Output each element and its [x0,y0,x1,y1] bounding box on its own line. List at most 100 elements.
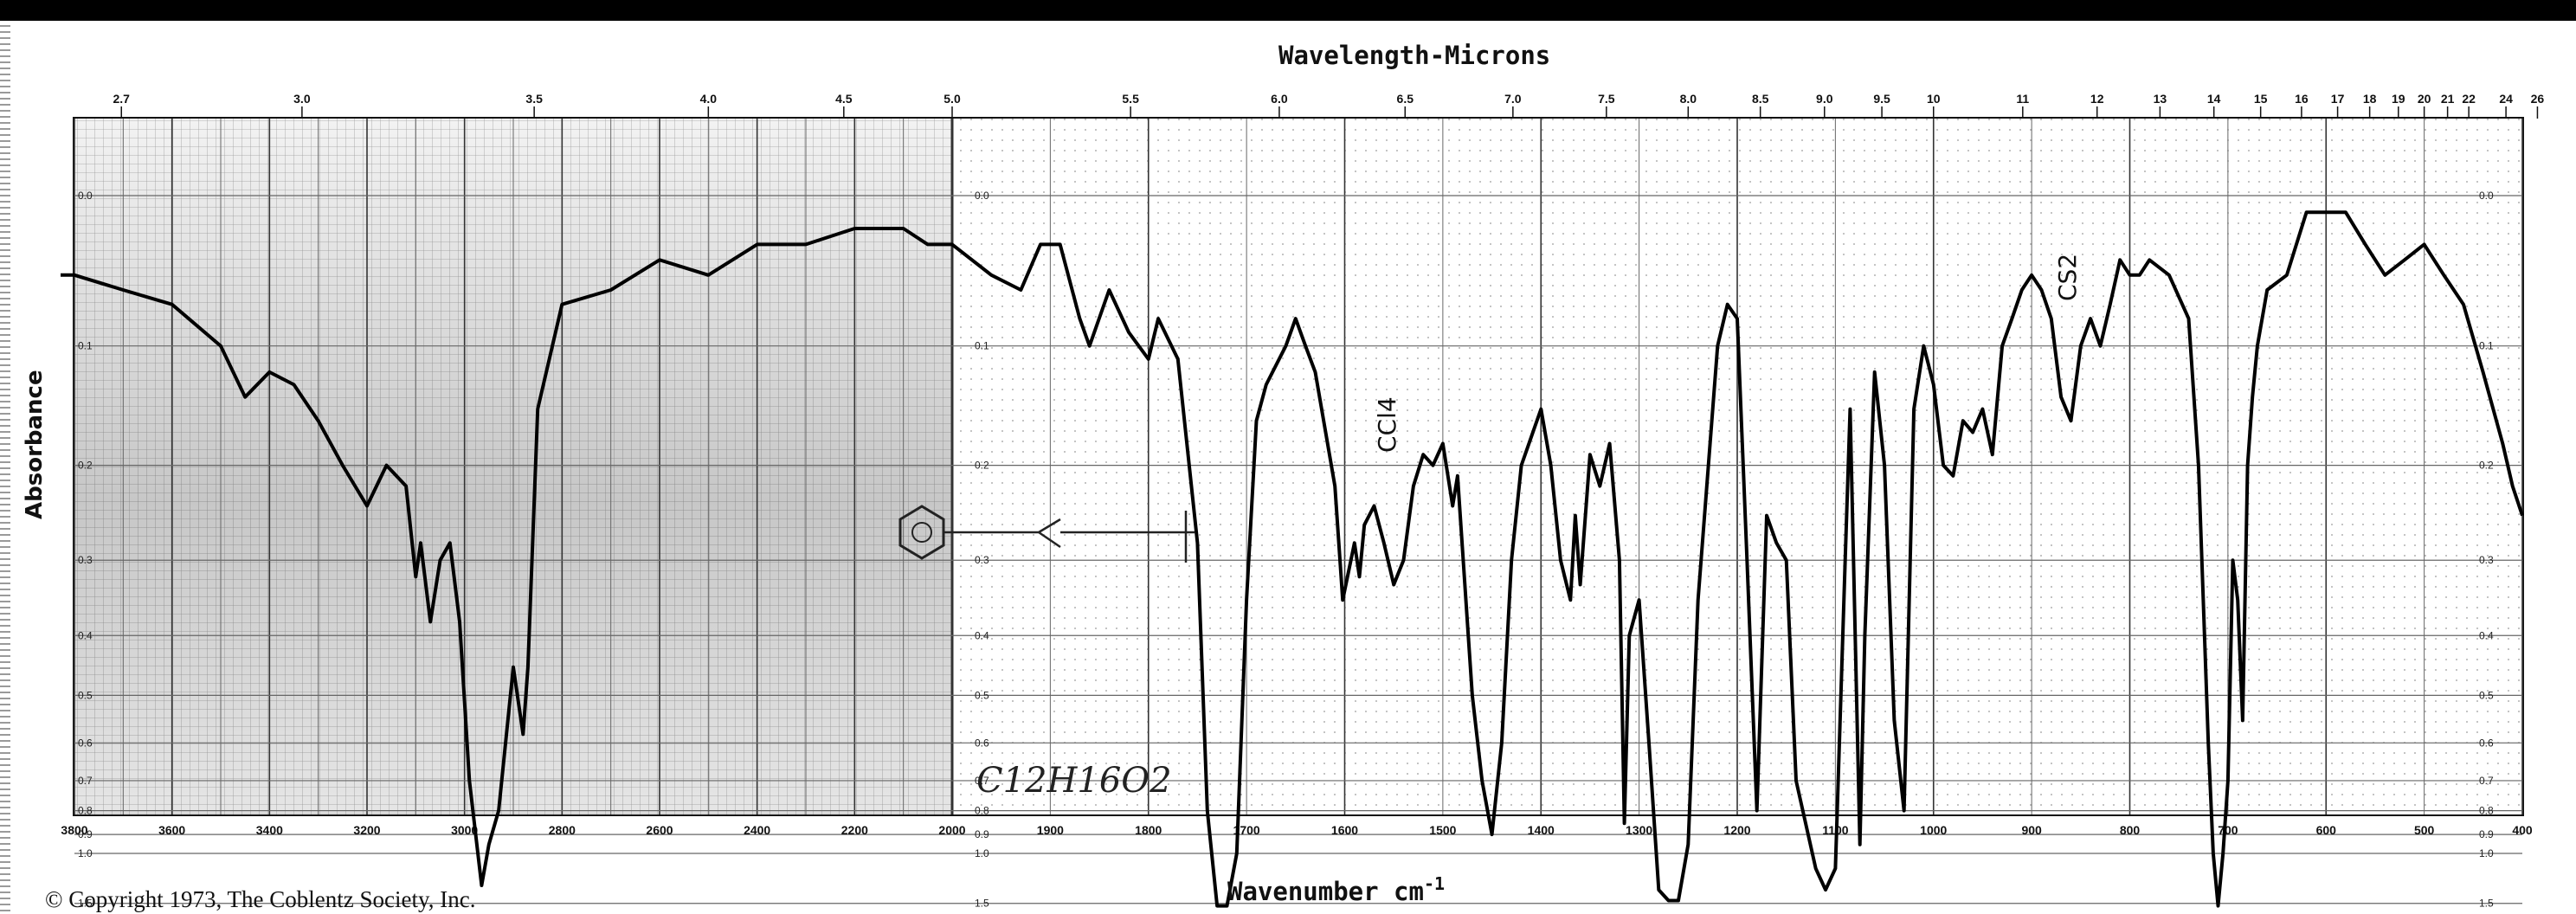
absorbance-tick-label: 0.3 [975,554,989,566]
absorbance-tick-label: 0.2 [78,460,93,472]
wavelength-tick-label: 7.5 [1598,92,1615,106]
wavenumber-tick-label: 1400 [1528,823,1555,837]
absorbance-tick-label: 0.2 [975,460,989,472]
annotation-formula: C12H16O2 [976,761,1172,801]
wavelength-tick-label: 4.5 [835,92,853,106]
wavelength-tick-label: 26 [2531,92,2545,106]
molecule-sketch [898,505,1195,563]
absorbance-tick-label: 0.3 [2479,554,2494,566]
wavelength-tick-label: 18 [2363,92,2377,106]
wavelength-tick-label: 9.5 [1873,92,1890,106]
absorbance-tick-label: 0.1 [78,340,93,352]
absorbance-tick-label: 0.7 [2479,775,2494,787]
absorbance-tick-label: 1.0 [975,847,989,859]
wavenumber-tick-label: 2000 [938,823,965,837]
wavelength-tick-label: 3.5 [525,92,543,106]
wavelength-tick-label: 8.0 [1680,92,1697,106]
chart-title: Wavelength-Microns [1278,41,1550,70]
y-axis-label: Absorbance [22,370,48,519]
wavelength-tick-label: 21 [2441,92,2455,106]
top-border [0,0,2576,21]
wavenumber-tick-label: 1900 [1037,823,1064,837]
absorbance-tick-label: 1.0 [78,847,93,859]
absorbance-tick-label: 1.5 [975,898,989,910]
wavelength-tick-label: 6.5 [1397,92,1414,106]
wavenumber-tick-label: 700 [2218,823,2238,837]
wavelength-tick-label: 14 [2207,92,2221,106]
absorbance-tick-label: 0.4 [975,629,989,641]
wavelength-tick-label: 16 [2295,92,2309,106]
absorbance-tick-label: 0.6 [2479,737,2494,749]
absorbance-tick-label: 0.9 [78,828,93,840]
wavenumber-tick-label: 2800 [549,823,576,837]
wavelength-tick-label: 20 [2418,92,2431,106]
wavenumber-tick-label: 400 [2512,823,2533,837]
absorbance-tick-label: 1.5 [78,898,93,910]
absorbance-tick-label: 0.7 [975,775,989,787]
absorbance-tick-label: 0.0 [975,190,989,202]
wavenumber-tick-label: 800 [2120,823,2141,837]
wavenumber-tick-label: 1500 [1429,823,1456,837]
wavelength-tick-label: 10 [1927,92,1941,106]
absorbance-tick-label: 0.8 [78,805,93,817]
absorbance-tick-label: 0.0 [2479,190,2494,202]
absorbance-tick-label: 0.4 [2479,629,2494,641]
wavenumber-tick-label: 3200 [353,823,380,837]
wavelength-tick-label: 2.7 [113,92,131,106]
absorbance-tick-label: 0.1 [2479,340,2494,352]
wavenumber-tick-label: 3400 [256,823,283,837]
absorbance-tick-label: 0.6 [975,737,989,749]
absorbance-tick-label: 0.0 [78,190,93,202]
absorbance-tick-label: 0.5 [78,689,93,701]
annotation-cs2: CS2 [2053,254,2082,301]
wavenumber-tick-label: 1600 [1331,823,1358,837]
absorbance-tick-label: 0.2 [2479,460,2494,472]
x-axis-label-superscript: -1 [1424,873,1445,894]
absorbance-tick-label: 0.3 [78,554,93,566]
wavelength-tick-label: 7.0 [1504,92,1522,106]
absorbance-tick-label: 0.9 [2479,828,2494,840]
absorbance-tick-label: 0.8 [2479,805,2494,817]
absorbance-tick-label: 1.0 [2479,847,2494,859]
wavenumber-tick-label: 600 [2316,823,2337,837]
absorbance-tick-label: 0.5 [975,689,989,701]
grid-lines [74,119,2523,814]
absorbance-tick-label: 0.4 [78,629,93,641]
wavenumber-tick-label: 500 [2414,823,2435,837]
wavenumber-tick-label: 1200 [1723,823,1750,837]
x-axis-label: Wavenumber cm-1 [1227,873,1445,906]
wavenumber-tick-label: 3000 [451,823,478,837]
wavelength-ticks: 2.7 3.0 3.5 4.0 4.5 5.0 5.5 6.0 6.5 7.0 7.5 8.0 8.5 9… [113,92,2545,119]
absorbance-tick-label: 0.6 [78,737,93,749]
wavenumber-tick-label: 2200 [841,823,868,837]
wavenumber-tick-label: 1300 [1626,823,1652,837]
wavelength-tick-label: 17 [2331,92,2345,106]
absorbance-ticks: 0.0 0.0 0.0 0.1 0.1 0.1 0.2 0.2 0.2 0.3 0.3 0.3 0.4 0… [74,190,2522,910]
absorbance-tick-label: 1.5 [2479,898,2494,910]
wavenumber-tick-label: 3800 [61,823,87,837]
wavelength-tick-label: 19 [2392,92,2405,106]
wavelength-tick-label: 5.5 [1122,92,1139,106]
wavelength-tick-label: 15 [2254,92,2268,106]
wavelength-tick-label: 12 [2090,92,2104,106]
wavelength-tick-label: 22 [2462,92,2476,106]
absorbance-tick-label: 0.8 [975,805,989,817]
absorbance-tick-label: 0.7 [78,775,93,787]
wavenumber-tick-label: 3600 [158,823,185,837]
absorbance-tick-label: 0.5 [2479,689,2494,701]
wavenumber-tick-label: 1800 [1135,823,1162,837]
wavelength-tick-label: 5.0 [943,92,961,106]
wavelength-tick-label: 8.5 [1752,92,1769,106]
wavenumber-ticks: 3800 3600 3400 3200 3000 2800 2600 2400 2200 2000… [61,823,2532,837]
annotation-ccl4: CCl4 [1373,396,1401,453]
absorbance-tick-label: 0.1 [975,340,989,352]
wavenumber-tick-label: 2400 [744,823,770,837]
wavelength-tick-label: 13 [2154,92,2167,106]
x-axis-label-main: Wavenumber cm [1227,877,1424,906]
wavenumber-tick-label: 1000 [1920,823,1947,837]
wavelength-tick-label: 11 [2016,92,2029,106]
wavenumber-tick-label: 2600 [646,823,673,837]
wavelength-tick-label: 9.0 [1816,92,1833,106]
wavelength-tick-label: 6.0 [1271,92,1288,106]
